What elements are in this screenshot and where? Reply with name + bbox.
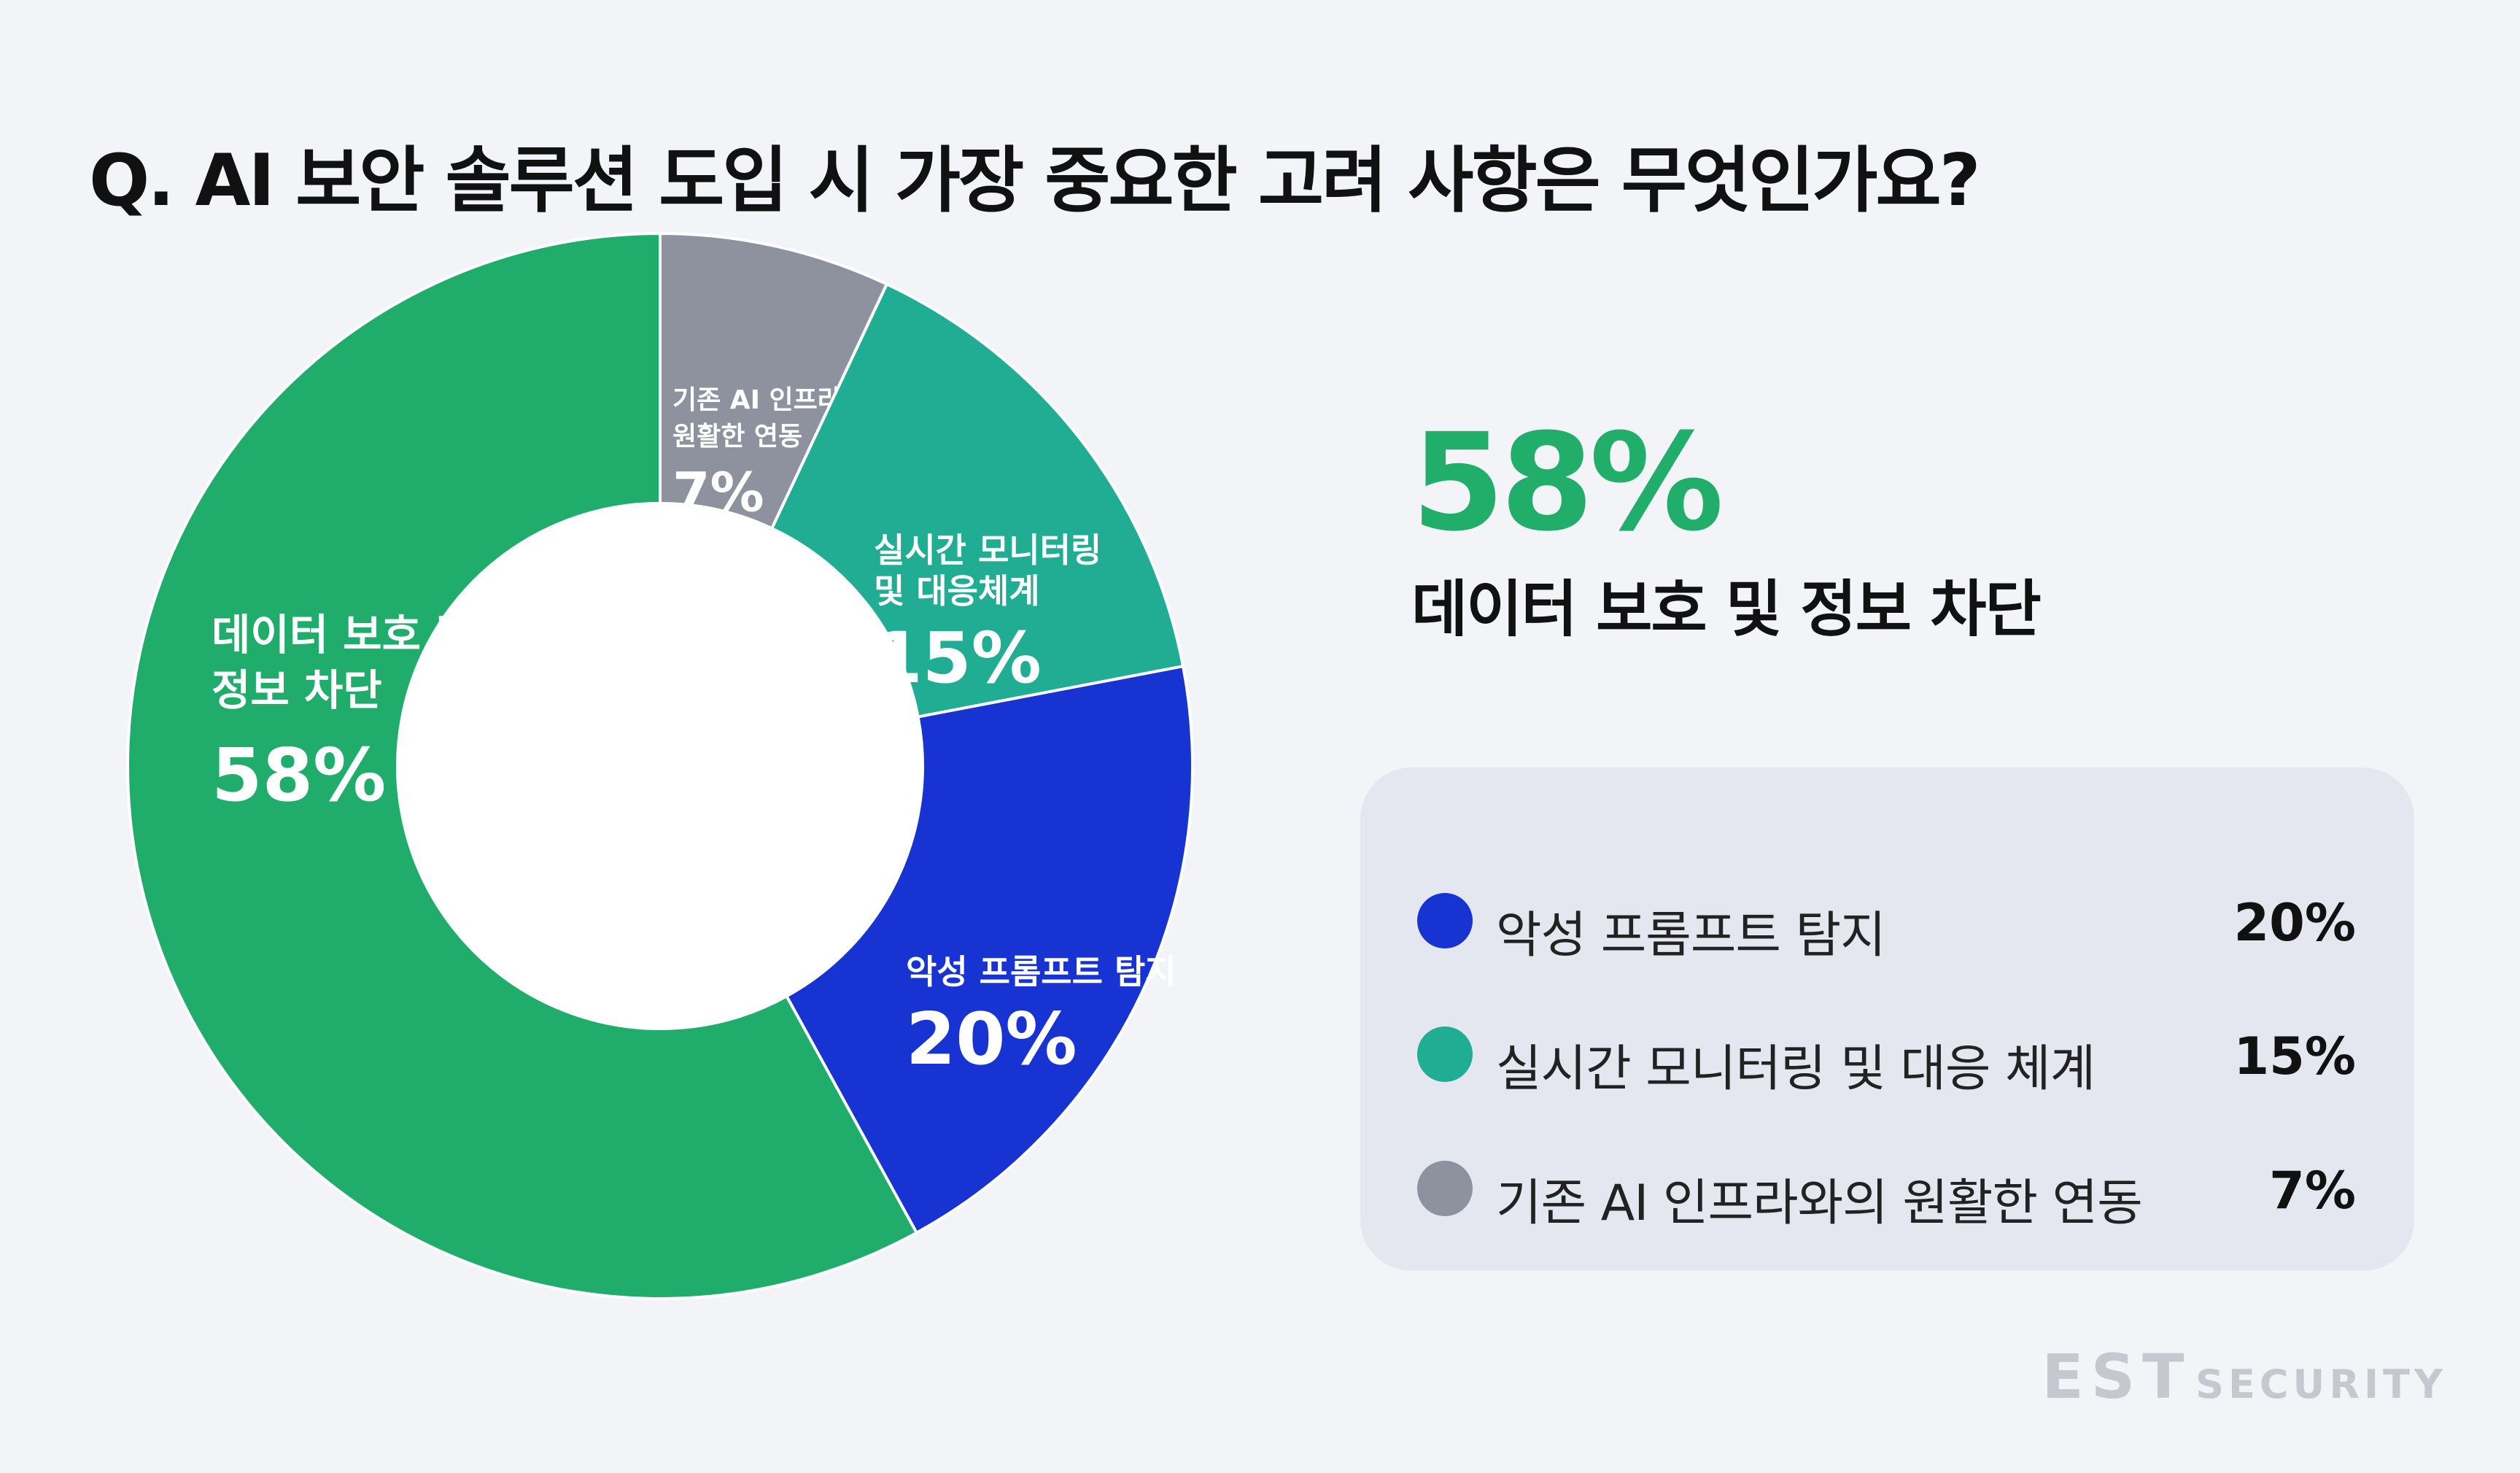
slice-value: 7% bbox=[672, 462, 764, 525]
legend-label: 기존 AI 인프라와의 원활한 연동 bbox=[1496, 1175, 2143, 1232]
legend-label: 악성 프롬프트 탐지 bbox=[1496, 907, 1886, 964]
legend-label: 실시간 모니터링 및 대응 체계 bbox=[1496, 1040, 2096, 1098]
slice-label: 및 대응체계 bbox=[874, 571, 1040, 611]
slice-label: 데이터 보호 및 bbox=[212, 610, 475, 660]
legend-value: 7% bbox=[2269, 1161, 2356, 1221]
slice-label: 원활한 연동 bbox=[672, 422, 802, 452]
slice-label: 실시간 모니터링 bbox=[874, 530, 1101, 570]
legend-item-realtime-monitoring: 실시간 모니터링 및 대응 체계 15% bbox=[1417, 1018, 2356, 1098]
brand-logo-security: SECURITY bbox=[2195, 1361, 2447, 1407]
donut-slice bbox=[769, 282, 1185, 719]
legend-color-dot bbox=[1417, 1027, 1473, 1082]
legend-value: 20% bbox=[2233, 893, 2356, 953]
donut-hole bbox=[398, 503, 923, 1029]
legend-color-dot bbox=[1417, 1161, 1473, 1216]
slice-value: 15% bbox=[874, 617, 1042, 699]
headline-label: 데이터 보호 및 정보 차단 bbox=[1411, 573, 2042, 645]
legend-color-dot bbox=[1417, 893, 1473, 948]
donut-slice bbox=[126, 231, 919, 1300]
survey-question-title: Q. AI 보안 솔루션 도입 시 가장 중요한 고려 사항은 무엇인가요? bbox=[89, 139, 1981, 223]
slice-label: 악성 프롬프트 탐지 bbox=[906, 952, 1176, 991]
slice-value: 20% bbox=[906, 998, 1077, 1081]
legend-item-infra-integration: 기존 AI 인프라와의 원활한 연동 7% bbox=[1417, 1152, 2356, 1232]
headline-percentage: 58% bbox=[1411, 405, 1724, 561]
donut-slice bbox=[784, 664, 1194, 1235]
legend-item-malicious-prompt: 악성 프롬프트 탐지 20% bbox=[1417, 884, 2356, 964]
legend-panel: 악성 프롬프트 탐지 20% 실시간 모니터링 및 대응 체계 15% 기존 A… bbox=[1360, 768, 2414, 1271]
slice-value: 58% bbox=[212, 732, 386, 818]
legend-value: 15% bbox=[2233, 1027, 2356, 1086]
brand-logo-est: EST bbox=[2042, 1341, 2192, 1412]
slice-label: 정보 차단 bbox=[212, 665, 382, 715]
brand-logo: EST SECURITY bbox=[2042, 1341, 2447, 1412]
